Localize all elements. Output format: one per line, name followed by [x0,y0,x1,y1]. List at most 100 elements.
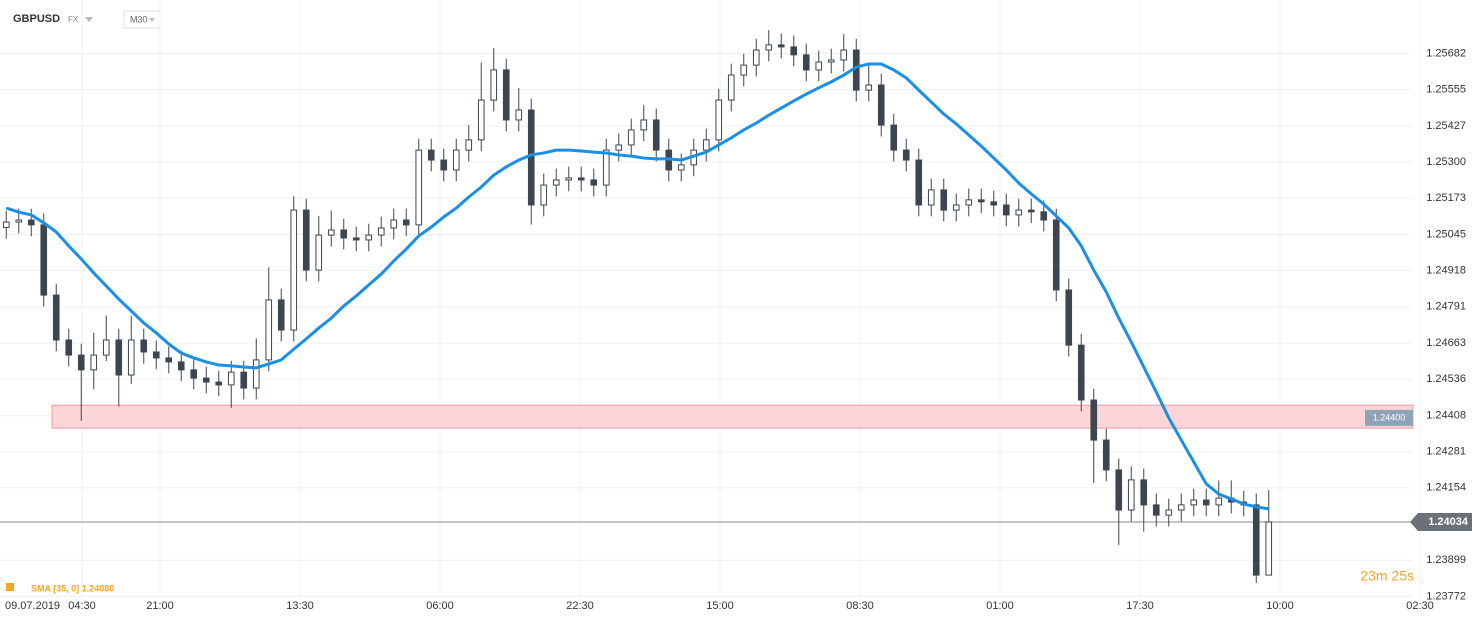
candle-body [102,339,110,356]
candle-body [790,46,798,56]
candle-body [1252,504,1260,576]
candle-body [802,54,810,71]
candle-body [902,149,910,161]
candle-body [1090,399,1098,441]
symbol: GBPUSD [13,13,60,25]
candle-body [440,159,448,171]
candle-body [1027,209,1035,213]
candle-body [1127,479,1135,511]
candle-body [27,219,35,226]
candle-body [940,189,948,211]
candle-body [502,69,510,121]
candle-body [177,361,185,371]
candle-body [415,149,423,226]
market: FX [68,15,79,24]
candle-body [152,351,160,359]
y-tick-label: 1.24791 [1426,301,1466,313]
candle-body [340,229,348,239]
candle-body [565,177,573,181]
candle-body [240,371,248,389]
candle-body [227,371,235,386]
candle-body [1065,289,1073,346]
candle-body [927,189,935,206]
candle-body [765,44,773,51]
candle-body [390,219,398,229]
y-tick-label: 1.24663 [1426,337,1466,349]
y-tick-label: 1.25173 [1426,192,1466,204]
candle-body [1152,504,1160,516]
candle-body [190,369,198,379]
candle-body [1140,479,1148,506]
y-tick-label: 1.25300 [1426,156,1466,168]
candle-body [1015,209,1023,216]
candle-body [1202,499,1210,506]
x-tick-label: 17:30 [1126,600,1154,612]
candle-body [277,299,285,331]
candle-body [552,179,560,186]
x-tick-label: 21:00 [146,600,174,612]
candle-body [1052,219,1060,291]
y-tick-label: 1.23899 [1426,554,1466,566]
candle-body [777,44,785,48]
candle-body [952,204,960,211]
x-tick-label: 22:30 [566,600,594,612]
y-tick-label: 1.25555 [1426,83,1466,95]
candle-body [627,129,635,146]
interval[interactable]: M30 [130,14,148,24]
current-price-label: 1.24034 [1428,516,1469,528]
candle-body [1265,521,1273,576]
candle-body [840,49,848,61]
y-tick-label: 1.25427 [1426,120,1466,132]
candle-body [915,159,923,206]
candle-body [402,219,410,226]
dropdown-arrow [85,17,93,22]
candle-body [1077,344,1085,401]
x-tick-label: 02:30 [1406,600,1434,612]
candle-body [1215,497,1223,506]
candle-body [165,357,173,363]
candle-body [727,74,735,101]
candle-body [877,84,885,126]
candle-body [752,49,760,66]
grid [0,0,1421,597]
candle-body [452,149,460,171]
sma-line [5,62,1269,511]
y-tick-label: 1.23772 [1426,590,1466,602]
candle-body [715,99,723,141]
y-tick-label: 1.24154 [1426,482,1466,494]
x-tick-label: 15:00 [706,600,734,612]
candle-body [890,124,898,151]
candle-body [77,354,85,371]
dropdown-arrow [149,18,155,22]
x-tick-label: 10:00 [1266,600,1294,612]
candle-body [327,229,335,236]
candle-body [590,179,598,186]
candle-body [215,381,223,386]
countdown: 23m 25s [1360,568,1414,584]
y-tick-label: 1.24918 [1426,265,1466,277]
candle-body [65,339,73,356]
candle-body [615,144,623,151]
y-tick-label: 1.25682 [1426,47,1466,59]
sma-icon [6,583,14,591]
candle-body [865,84,873,91]
current-price-box [1410,512,1472,531]
x-tick-label: 04:30 [68,600,96,612]
candle-body [302,209,310,271]
candle-body [90,354,98,371]
zone-level-box [1365,409,1413,426]
zone-level-label: 1.24400 [1373,412,1406,422]
candle-body [965,199,973,206]
y-tick-label: 1.24408 [1426,410,1466,422]
candle-body [677,164,685,171]
candle-body [115,339,123,376]
candle-body [1102,439,1110,471]
candle-body [15,219,23,223]
candle-body [127,339,135,376]
candle-body [2,221,10,228]
candle-body [1190,499,1198,506]
candle-body [640,119,648,131]
candle-body [290,209,298,331]
candle-body [602,149,610,186]
